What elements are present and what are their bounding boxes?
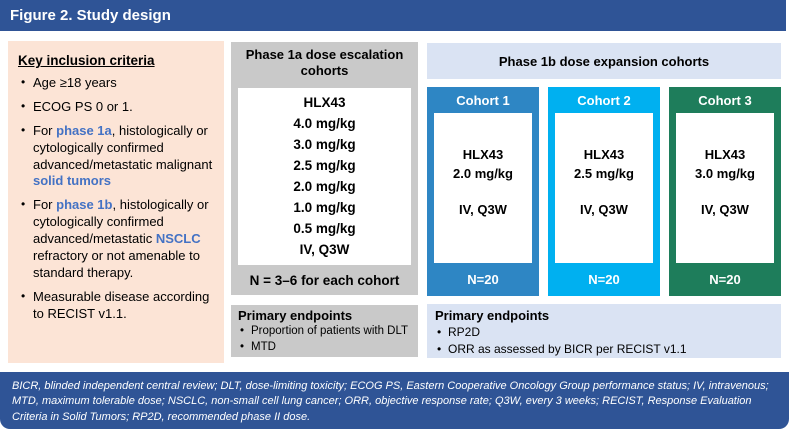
- dose-line: 3.0 mg/kg: [293, 137, 356, 152]
- dose-line: 2.5 mg/kg: [293, 158, 356, 173]
- dose-line: 0.5 mg/kg: [293, 221, 356, 236]
- inclusion-list: Age ≥18 years ECOG PS 0 or 1. For phase …: [18, 75, 215, 323]
- phase1a-header: Phase 1a dose escalation cohorts: [245, 47, 404, 79]
- dose-line: 2.0 mg/kg: [293, 179, 356, 194]
- cohort2-route: IV, Q3W: [580, 202, 628, 217]
- dose-line: 4.0 mg/kg: [293, 116, 356, 131]
- endpoint-item: Proportion of patients with DLT: [238, 324, 413, 340]
- phase1a-endpoints-box: Primary endpoints Proportion of patients…: [231, 305, 418, 357]
- cohort3-header: Cohort 3: [698, 92, 752, 108]
- cohort2-n-label: N=20: [588, 272, 620, 287]
- phase1a-endpoints-list: Proportion of patients with DLT MTD: [238, 324, 413, 355]
- phase1b-header-band: Phase 1b dose expansion cohorts: [427, 43, 781, 79]
- phase1b-endpoints-list: RP2D ORR as assessed by BICR per RECIST …: [435, 324, 773, 358]
- cohort3-card: Cohort 3 HLX43 3.0 mg/kg IV, Q3W N=20: [669, 87, 781, 296]
- endpoint-item: RP2D: [435, 324, 773, 341]
- cohort1-body: HLX43 2.0 mg/kg IV, Q3W: [434, 113, 532, 263]
- cohort3-body: HLX43 3.0 mg/kg IV, Q3W: [676, 113, 774, 263]
- inclusion-item-ecog: ECOG PS 0 or 1.: [18, 99, 215, 116]
- phase1a-dose-box: HLX43 4.0 mg/kg 3.0 mg/kg 2.5 mg/kg 2.0 …: [238, 87, 411, 265]
- abbreviations-footer: BICR, blinded independent central review…: [0, 372, 789, 429]
- inclusion-item-age: Age ≥18 years: [18, 75, 215, 92]
- phase1b-header: Phase 1b dose expansion cohorts: [498, 53, 710, 69]
- cohort2-drug: HLX43: [583, 147, 625, 162]
- figure-title: Figure 2. Study design: [10, 7, 171, 24]
- inclusion-item-recist: Measurable disease according to RECIST v…: [18, 289, 215, 323]
- phase1a-n-label: N = 3–6 for each cohort: [249, 272, 400, 288]
- cohort2-card: Cohort 2 HLX43 2.5 mg/kg IV, Q3W N=20: [548, 87, 660, 296]
- inclusion-item-phase1a: For phase 1a, histologically or cytologi…: [18, 123, 215, 191]
- phase1b-endpoints-box: Primary endpoints RP2D ORR as assessed b…: [427, 304, 781, 358]
- cohort2-dose: 2.5 mg/kg: [574, 166, 634, 181]
- endpoint-item: ORR as assessed by BICR per RECIST v1.1: [435, 341, 773, 358]
- solid-tumors-highlight: solid tumors: [33, 173, 112, 189]
- cohort1-drug: HLX43: [462, 147, 504, 162]
- dose-line: 1.0 mg/kg: [293, 200, 356, 215]
- cohort3-route: IV, Q3W: [701, 202, 749, 217]
- cohort2-body: HLX43 2.5 mg/kg IV, Q3W: [555, 113, 653, 263]
- cohort3-n-label: N=20: [709, 272, 741, 287]
- endpoint-item: MTD: [238, 340, 413, 356]
- cohort1-header: Cohort 1: [456, 92, 510, 108]
- cohort3-drug: HLX43: [704, 147, 746, 162]
- phase1b-highlight: phase 1b: [56, 197, 113, 213]
- cohort2-header: Cohort 2: [577, 92, 631, 108]
- phase1b-endpoints-title: Primary endpoints: [435, 308, 550, 323]
- nsclc-highlight: NSCLC: [155, 231, 201, 247]
- dose-line: IV, Q3W: [299, 242, 350, 257]
- inclusion-title: Key inclusion criteria: [18, 53, 155, 68]
- abbreviations-text: BICR, blinded independent central review…: [12, 380, 769, 423]
- cohort1-dose: 2.0 mg/kg: [453, 166, 513, 181]
- phase1a-column: Phase 1a dose escalation cohorts HLX43 4…: [231, 42, 418, 295]
- cohort1-n-label: N=20: [467, 272, 499, 287]
- cohort1-route: IV, Q3W: [459, 202, 507, 217]
- phase1a-endpoints-title: Primary endpoints: [238, 308, 353, 323]
- figure-title-bar: Figure 2. Study design: [0, 0, 786, 31]
- cohort3-dose: 3.0 mg/kg: [695, 166, 755, 181]
- dose-line: HLX43: [303, 95, 346, 110]
- inclusion-criteria-box: Key inclusion criteria Age ≥18 years ECO…: [8, 41, 224, 363]
- inclusion-item-phase1b: For phase 1b, histologically or cytologi…: [18, 197, 215, 281]
- cohort1-card: Cohort 1 HLX43 2.0 mg/kg IV, Q3W N=20: [427, 87, 539, 296]
- phase1a-highlight: phase 1a: [56, 122, 112, 138]
